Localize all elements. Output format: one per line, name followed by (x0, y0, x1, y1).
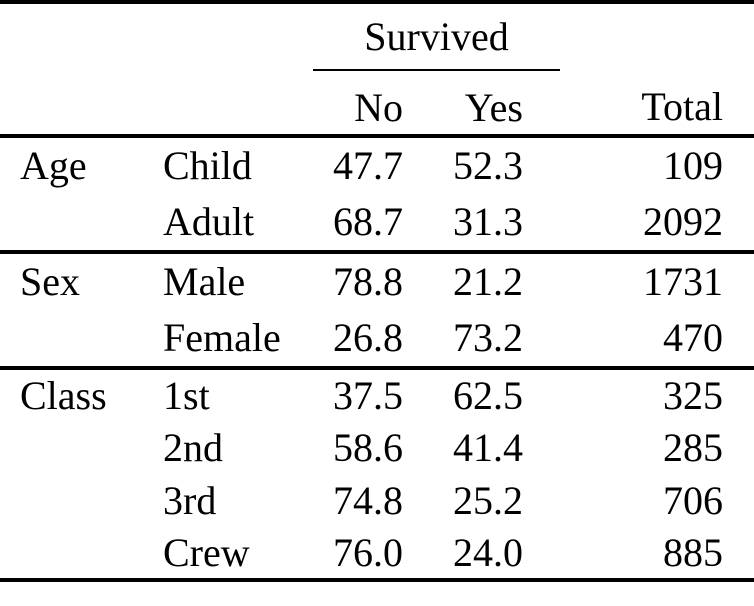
table-row: Class 1st 37.5 62.5 325 (0, 368, 754, 421)
value-total: 109 (663, 143, 723, 188)
table-header: Survived No Yes Total (0, 2, 754, 136)
value-no: 58.6 (333, 424, 403, 470)
group-label: Sex (20, 259, 80, 304)
table-row: 2nd 58.6 41.4 285 (0, 421, 754, 474)
value-total: 885 (663, 529, 723, 575)
category-label: Adult (163, 199, 255, 244)
empty-cell (560, 2, 754, 70)
table-row: Crew 76.0 24.0 885 (0, 527, 754, 580)
value-no: 78.8 (333, 259, 403, 304)
table-row: Adult 68.7 31.3 2092 (0, 194, 754, 252)
empty-cell (0, 2, 143, 70)
column-header-yes: Yes (464, 84, 523, 130)
value-total: 285 (663, 424, 723, 470)
value-yes: 31.3 (453, 199, 523, 244)
value-yes: 24.0 (453, 529, 523, 575)
table-row: Sex Male 78.8 21.2 1731 (0, 252, 754, 310)
category-label: 3rd (163, 477, 217, 523)
section-class: Class 1st 37.5 62.5 325 2nd 58.6 41.4 28… (0, 368, 754, 580)
empty-cell (143, 2, 313, 70)
value-yes: 73.2 (453, 315, 523, 360)
value-yes: 52.3 (453, 143, 523, 188)
category-label: 1st (163, 372, 210, 418)
group-label: Age (20, 143, 87, 188)
value-no: 26.8 (333, 315, 403, 360)
value-total: 470 (663, 315, 723, 360)
section-age: Age Child 47.7 52.3 109 Adult 68.7 31.3 … (0, 136, 754, 252)
column-header-total: Total (641, 84, 723, 129)
value-total: 706 (663, 477, 723, 523)
group-label (0, 527, 143, 580)
section-sex: Sex Male 78.8 21.2 1731 Female 26.8 73.2… (0, 252, 754, 368)
survival-statistics-table: Survived No Yes Total Age Child 47.7 52.… (0, 0, 754, 582)
value-no: 47.7 (333, 143, 403, 188)
spanner-header-row: Survived (0, 2, 754, 71)
value-yes: 41.4 (453, 424, 523, 470)
column-header-row: No Yes Total (0, 70, 754, 136)
value-no: 37.5 (333, 372, 403, 418)
group-label: Class (20, 372, 107, 418)
category-label: Crew (163, 529, 250, 575)
value-total: 1731 (643, 259, 723, 304)
group-label (0, 310, 143, 368)
value-no: 76.0 (333, 529, 403, 575)
category-label: Female (163, 315, 281, 360)
category-label: Male (163, 259, 246, 304)
value-yes: 21.2 (453, 259, 523, 304)
table-row: 3rd 74.8 25.2 706 (0, 474, 754, 527)
value-total: 325 (663, 372, 723, 418)
table-row: Female 26.8 73.2 470 (0, 310, 754, 368)
value-yes: 25.2 (453, 477, 523, 523)
column-header-no: No (354, 84, 403, 130)
value-no: 68.7 (333, 199, 403, 244)
category-label: 2nd (163, 424, 223, 470)
group-label (0, 194, 143, 252)
empty-cell (0, 70, 143, 136)
group-label (0, 474, 143, 527)
value-total: 2092 (643, 199, 723, 244)
category-label: Child (163, 143, 252, 188)
table-row: Age Child 47.7 52.3 109 (0, 136, 754, 194)
empty-cell (143, 70, 313, 136)
value-yes: 62.5 (453, 372, 523, 418)
column-spanner-survived: Survived (313, 2, 560, 71)
group-label (0, 421, 143, 474)
value-no: 74.8 (333, 477, 403, 523)
